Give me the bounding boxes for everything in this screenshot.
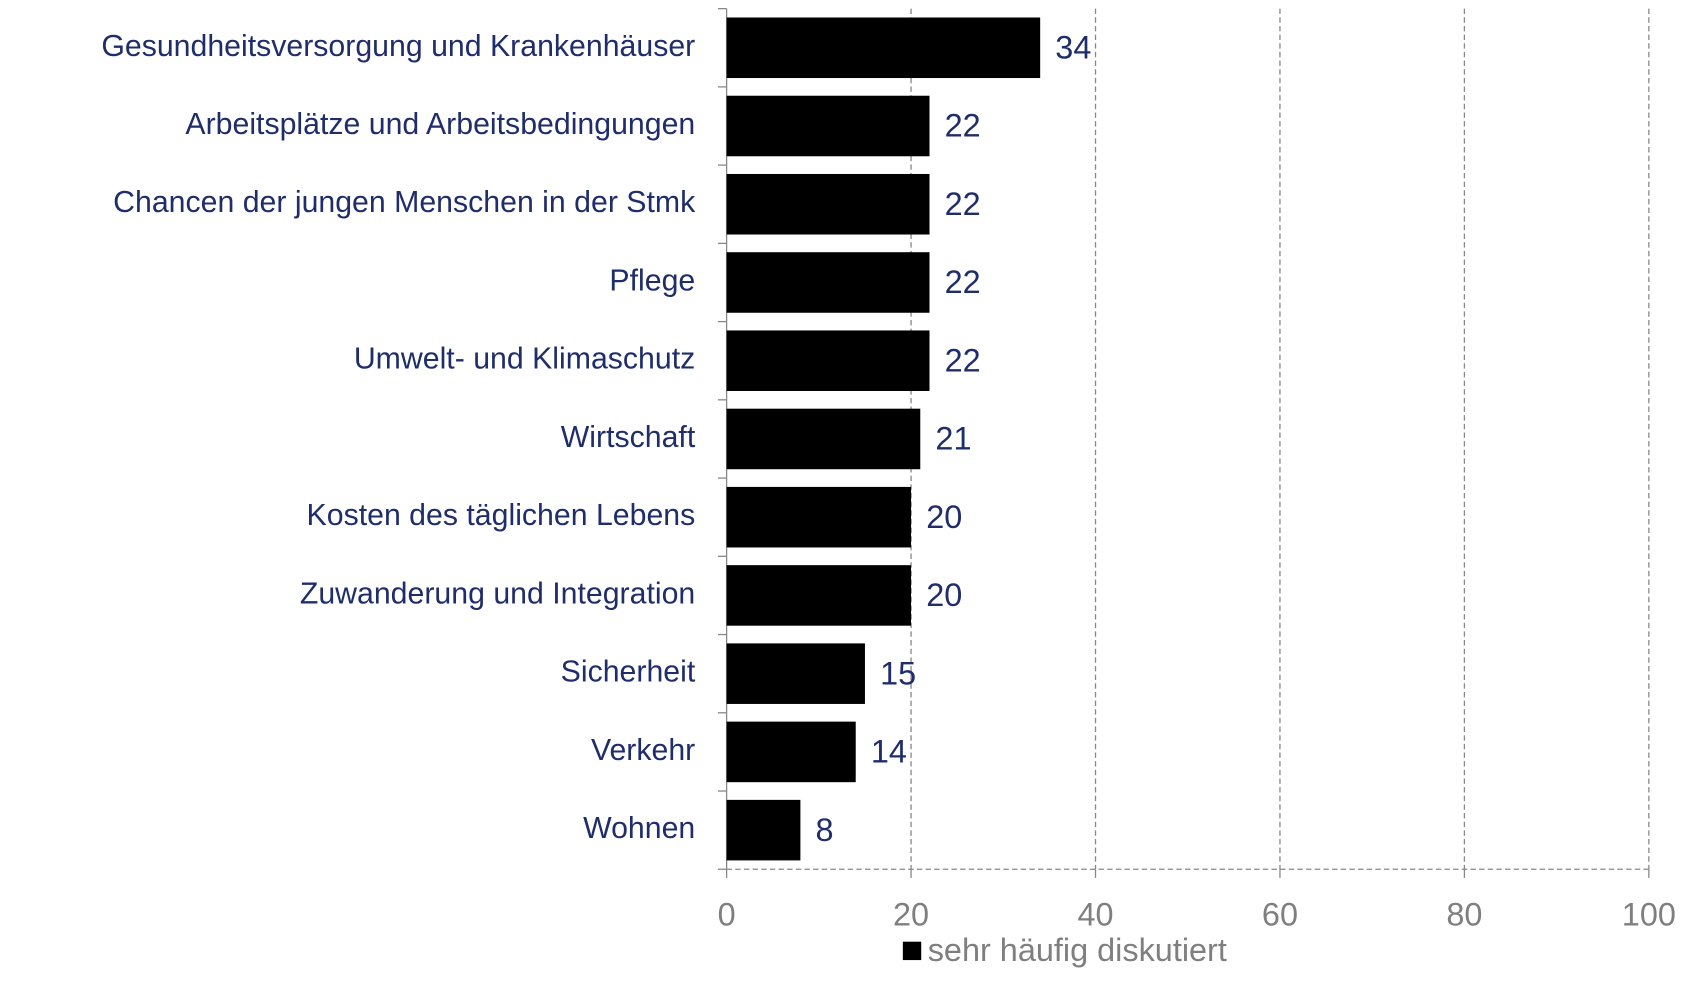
- data-label: 8: [816, 812, 834, 848]
- data-label: 20: [926, 499, 962, 535]
- data-label: 22: [945, 342, 981, 378]
- bar: [726, 408, 921, 470]
- legend-swatch: [902, 941, 922, 961]
- bar: [726, 252, 930, 313]
- bar: [726, 643, 865, 704]
- y-tick-label: Wirtschaft: [561, 421, 696, 454]
- y-tick-label: Verkehr: [591, 734, 695, 767]
- bar: [726, 799, 801, 861]
- x-tick-label: 0: [718, 896, 736, 932]
- data-label: 14: [871, 734, 907, 770]
- data-label: 34: [1055, 29, 1091, 65]
- data-label: 22: [945, 264, 981, 300]
- x-tick-label: 80: [1446, 896, 1482, 932]
- y-tick-label: Kosten des täglichen Lebens: [307, 499, 696, 532]
- y-tick-label: Wohnen: [583, 812, 695, 845]
- data-label: 15: [880, 655, 916, 691]
- x-tick-label: 20: [893, 896, 929, 932]
- x-tick-label: 60: [1262, 896, 1298, 932]
- legend-label: sehr häufig diskutiert: [928, 932, 1227, 968]
- bar: [726, 173, 930, 235]
- data-label: 22: [945, 108, 981, 144]
- y-tick-label: Sicherheit: [561, 656, 696, 689]
- y-tick-label: Pflege: [609, 264, 695, 297]
- y-tick-label: Arbeitsplätze und Arbeitsbedingungen: [185, 108, 695, 141]
- data-label: 20: [926, 577, 962, 613]
- y-tick-label: Umwelt- und Klimaschutz: [354, 343, 695, 376]
- bar: [726, 95, 930, 157]
- y-tick-label: Zuwanderung und Integration: [300, 577, 695, 610]
- bar: [726, 330, 930, 391]
- bar: [726, 565, 912, 626]
- data-label: 22: [945, 186, 981, 222]
- bar: [726, 721, 856, 783]
- y-tick-label: Chancen der jungen Menschen in der Stmk: [113, 186, 696, 219]
- x-tick-label: 100: [1622, 896, 1676, 932]
- y-tick-label: Gesundheitsversorgung und Krankenhäuser: [101, 30, 695, 63]
- bar: [726, 486, 912, 548]
- data-label: 21: [935, 421, 971, 457]
- bar: [726, 17, 1041, 79]
- x-tick-label: 40: [1077, 896, 1113, 932]
